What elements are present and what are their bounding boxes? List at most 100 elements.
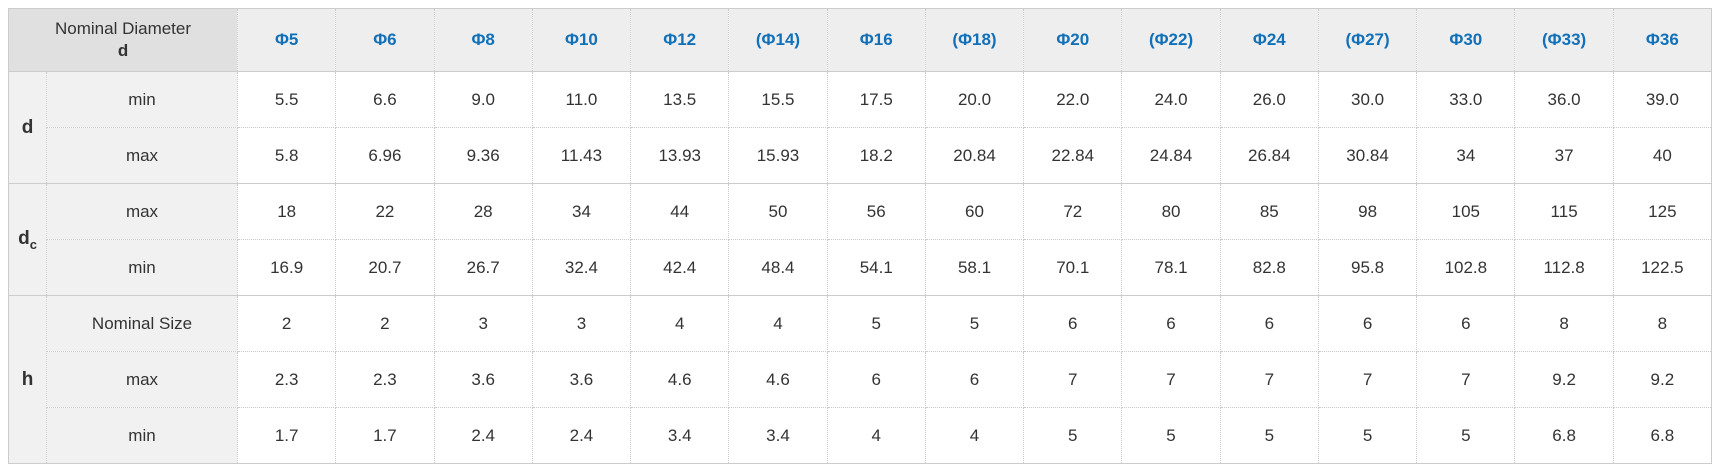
column-header: Φ30: [1416, 8, 1516, 72]
data-cell: 2: [237, 295, 337, 352]
data-cell: 7: [1416, 351, 1516, 408]
table-row: min 1.7 1.7 2.4 2.4 3.4 3.4 4 4 5 5 5 5 5 6.8 6.8: [9, 407, 1713, 464]
table-row: max 5.8 6.96 9.36 11.43 13.93 15.93 18.2 20.84 22…: [9, 127, 1713, 184]
group-label-text: h: [21, 368, 34, 390]
data-cell: 7: [1023, 351, 1123, 408]
data-cell: 20.0: [924, 71, 1025, 128]
data-cell: 24.0: [1121, 71, 1221, 128]
data-cell: 6: [1317, 295, 1418, 352]
column-header: Φ8: [433, 8, 533, 72]
data-cell: 5: [1023, 407, 1123, 464]
data-cell: 5: [826, 295, 926, 352]
data-cell: 122.5: [1612, 239, 1713, 296]
data-cell: 34: [1416, 127, 1516, 184]
column-header: Φ20: [1023, 8, 1123, 72]
spec-table: Nominal Diameter d Φ5 Φ6 Φ8 Φ10 Φ12 (Φ14) Φ16 (Φ1…: [7, 8, 1713, 464]
data-cell: 44: [630, 183, 730, 240]
data-cell: 26.84: [1219, 127, 1319, 184]
data-cell: 5.8: [237, 127, 337, 184]
data-cell: 85: [1219, 183, 1319, 240]
data-cell: 34: [531, 183, 632, 240]
data-cell: 5: [1317, 407, 1418, 464]
data-cell: 2.4: [433, 407, 533, 464]
row-sublabel: min: [45, 407, 239, 464]
data-cell: 95.8: [1317, 239, 1418, 296]
data-cell: 22: [335, 183, 435, 240]
column-header: Φ6: [335, 8, 435, 72]
data-cell: 6: [1416, 295, 1516, 352]
data-cell: 9.0: [433, 71, 533, 128]
data-cell: 4.6: [728, 351, 828, 408]
data-cell: 4: [826, 407, 926, 464]
table-row: max 2.3 2.3 3.6 3.6 4.6 4.6 6 6 7 7 7 7 7 9.2 9.2: [9, 351, 1713, 408]
data-cell: 6: [1219, 295, 1319, 352]
data-cell: 5: [924, 295, 1025, 352]
data-cell: 4: [728, 295, 828, 352]
group-label-text: d: [18, 227, 30, 249]
data-cell: 2: [335, 295, 435, 352]
column-header: Φ16: [826, 8, 926, 72]
data-cell: 30.84: [1317, 127, 1418, 184]
column-header: (Φ27): [1317, 8, 1418, 72]
data-cell: 22.84: [1023, 127, 1123, 184]
data-cell: 9.2: [1514, 351, 1614, 408]
data-cell: 9.2: [1612, 351, 1713, 408]
data-cell: 6.8: [1612, 407, 1713, 464]
data-cell: 4.6: [630, 351, 730, 408]
data-cell: 8: [1612, 295, 1713, 352]
data-cell: 70.1: [1023, 239, 1123, 296]
column-header: Φ12: [630, 8, 730, 72]
row-sublabel: min: [45, 71, 239, 128]
data-cell: 13.5: [630, 71, 730, 128]
data-cell: 5: [1121, 407, 1221, 464]
row-sublabel: max: [45, 127, 239, 184]
data-cell: 3: [433, 295, 533, 352]
data-cell: 11.43: [531, 127, 632, 184]
data-cell: 20.84: [924, 127, 1025, 184]
data-cell: 24.84: [1121, 127, 1221, 184]
data-cell: 2.3: [237, 351, 337, 408]
data-cell: 8: [1514, 295, 1614, 352]
corner-header: Nominal Diameter d: [7, 8, 239, 72]
column-header: (Φ22): [1121, 8, 1221, 72]
data-cell: 3: [531, 295, 632, 352]
column-header: Φ10: [531, 8, 632, 72]
header-row: Nominal Diameter d Φ5 Φ6 Φ8 Φ10 Φ12 (Φ14) Φ16 (Φ1…: [7, 8, 1713, 72]
data-cell: 20.7: [335, 239, 435, 296]
data-cell: 37: [1514, 127, 1614, 184]
row-sublabel: min: [45, 239, 239, 296]
data-cell: 102.8: [1416, 239, 1516, 296]
data-cell: 3.6: [433, 351, 533, 408]
data-cell: 11.0: [531, 71, 632, 128]
group-label-text: d: [21, 116, 34, 138]
column-header: Φ24: [1219, 8, 1319, 72]
row-sublabel: max: [45, 351, 239, 408]
data-cell: 7: [1317, 351, 1418, 408]
corner-title: Nominal Diameter: [54, 19, 192, 38]
data-cell: 115: [1514, 183, 1614, 240]
data-cell: 5: [1219, 407, 1319, 464]
data-cell: 6.8: [1514, 407, 1614, 464]
data-cell: 6.96: [335, 127, 435, 184]
data-cell: 6: [826, 351, 926, 408]
data-cell: 125: [1612, 183, 1713, 240]
data-cell: 56: [826, 183, 926, 240]
data-cell: 80: [1121, 183, 1221, 240]
data-cell: 82.8: [1219, 239, 1319, 296]
column-header: Φ36: [1612, 8, 1713, 72]
data-cell: 39.0: [1612, 71, 1713, 128]
data-cell: 6: [924, 351, 1025, 408]
data-cell: 1.7: [335, 407, 435, 464]
column-header: Φ5: [237, 8, 337, 72]
data-cell: 5.5: [237, 71, 337, 128]
data-cell: 5: [1416, 407, 1516, 464]
data-cell: 7: [1121, 351, 1221, 408]
data-cell: 30.0: [1317, 71, 1418, 128]
column-header: (Φ14): [728, 8, 828, 72]
data-cell: 18: [237, 183, 337, 240]
data-cell: 1.7: [237, 407, 337, 464]
data-cell: 7: [1219, 351, 1319, 408]
data-cell: 15.5: [728, 71, 828, 128]
data-cell: 6: [1121, 295, 1221, 352]
column-header: (Φ33): [1514, 8, 1614, 72]
